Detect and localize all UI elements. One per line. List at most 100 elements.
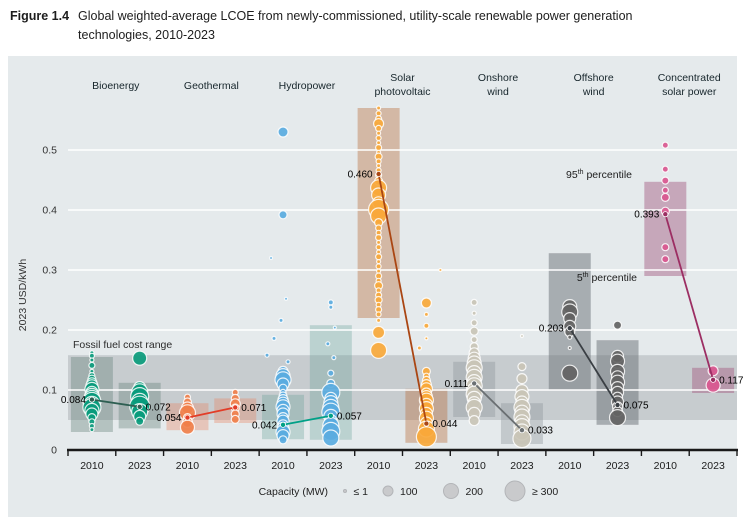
avg-point-onshore-wind-2023 xyxy=(518,427,525,434)
avg-value-onshore-wind-2023: 0.033 xyxy=(528,426,553,437)
tech-label-geothermal: Geothermal xyxy=(184,80,239,92)
legend-bubble-200 xyxy=(443,483,459,499)
avg-line-onshore-wind xyxy=(473,382,523,431)
avg-point-concentrated-solar-power-2023 xyxy=(710,376,717,383)
bubble-solar-photovoltaic-2023 xyxy=(438,267,443,273)
y-tick-label-0.2: 0.2 xyxy=(42,325,57,337)
bubble-hydropower-2010 xyxy=(264,352,270,358)
bubble-concentrated-solar-power-2010 xyxy=(661,243,670,252)
avg-value-offshore-wind-2023: 0.075 xyxy=(624,401,649,412)
x-tick-label-2: 2010 xyxy=(176,460,200,472)
avg-line-bioenergy xyxy=(91,398,140,408)
x-tick-label-6: 2010 xyxy=(367,460,391,472)
bubble-offshore-wind-2010 xyxy=(567,334,573,340)
avg-point-onshore-wind-2010 xyxy=(471,380,478,387)
x-tick-label-3: 2023 xyxy=(224,460,248,472)
tech-label-onshore-wind-line1: Onshore xyxy=(478,72,518,84)
y-tick-label-0: 0 xyxy=(51,445,57,457)
figure-title-line1: Global weighted-average LCOE from newly-… xyxy=(78,9,633,23)
bubble-solar-photovoltaic-2010 xyxy=(375,263,382,270)
figure-title-text: Global weighted-average LCOE from newly-… xyxy=(78,7,632,45)
bubble-onshore-wind-2010 xyxy=(470,298,478,306)
bubble-onshore-wind-2010 xyxy=(469,326,479,336)
bubble-offshore-wind-2010 xyxy=(561,364,579,382)
bubble-group-bioenergy xyxy=(82,350,151,433)
bubble-solar-photovoltaic-2010 xyxy=(375,253,383,261)
avg-value-bioenergy-2023: 0.072 xyxy=(146,402,171,413)
y-tick-label-0.5: 0.5 xyxy=(42,145,57,157)
avg-value-hydropower-2023: 0.057 xyxy=(337,411,362,422)
bubble-solar-photovoltaic-2010 xyxy=(376,105,382,111)
avg-value-hydropower-2010: 0.042 xyxy=(252,420,277,431)
x-tick-label-7: 2023 xyxy=(415,460,439,472)
legend-label-200: 200 xyxy=(466,486,484,498)
x-tick-label-8: 2010 xyxy=(462,460,486,472)
bubble-solar-photovoltaic-2010 xyxy=(375,311,382,318)
bubble-solar-photovoltaic-2010 xyxy=(376,239,382,245)
bubble-solar-photovoltaic-2010 xyxy=(375,134,382,142)
avg-value-concentrated-solar-power-2023: 0.117 xyxy=(719,375,744,386)
bubble-group-offshore-wind xyxy=(561,299,627,427)
avg-value-offshore-wind-2010: 0.203 xyxy=(539,324,564,335)
bubble-solar-photovoltaic-2010 xyxy=(376,317,382,323)
bubble-hydropower-2010 xyxy=(271,335,277,341)
bubble-hydropower-2010 xyxy=(277,126,289,138)
tech-label-solar-photovoltaic-line2: photovoltaic xyxy=(374,86,430,98)
x-tick-label-13: 2023 xyxy=(701,460,725,472)
bubble-group-hydropower xyxy=(264,126,341,447)
avg-line-offshore-wind xyxy=(568,327,619,406)
bubble-hydropower-2010 xyxy=(278,317,284,323)
y-tick-label-0.1: 0.1 xyxy=(42,385,57,397)
bubble-onshore-wind-2010 xyxy=(470,319,478,327)
bubble-concentrated-solar-power-2010 xyxy=(661,176,670,185)
bubble-hydropower-2023 xyxy=(322,429,340,447)
avg-point-solar-photovoltaic-2023 xyxy=(423,420,430,427)
bubble-hydropower-2023 xyxy=(331,355,337,361)
legend-label--1: ≤ 1 xyxy=(354,486,369,498)
tech-label-onshore-wind-line2: wind xyxy=(486,86,509,98)
legend-title: Capacity (MW) xyxy=(259,486,328,498)
bubble-onshore-wind-2023 xyxy=(517,362,527,372)
tech-label-solar-photovoltaic-line1: Solar xyxy=(390,72,415,84)
avg-value-geothermal-2010: 0.054 xyxy=(156,413,181,424)
bubble-hydropower-2023 xyxy=(325,341,331,347)
bubble-hydropower-2023 xyxy=(332,325,337,330)
bubble-hydropower-2010 xyxy=(283,296,289,301)
bubble-solar-photovoltaic-2010 xyxy=(376,259,382,265)
avg-point-offshore-wind-2023 xyxy=(614,401,621,408)
bubble-solar-photovoltaic-2010 xyxy=(375,234,383,242)
bubble-solar-photovoltaic-2010 xyxy=(375,124,383,132)
avg-line-solar-photovoltaic xyxy=(377,173,428,424)
y-tick-label-0.3: 0.3 xyxy=(42,265,57,277)
bubble-bioenergy-2010 xyxy=(89,427,95,433)
legend-bubble--300 xyxy=(504,480,526,502)
avg-line-geothermal xyxy=(187,406,236,419)
figure-title: Figure 1.4 Global weighted-average LCOE … xyxy=(10,7,730,45)
bubble-solar-photovoltaic-2023 xyxy=(424,336,429,341)
avg-value-onshore-wind-2010: 0.111 xyxy=(445,379,469,390)
tech-label-concentrated-solar-power-line2: solar power xyxy=(662,86,717,98)
bubble-solar-photovoltaic-2023 xyxy=(423,322,430,329)
avg-value-bioenergy-2010: 0.084 xyxy=(61,395,86,406)
bubble-hydropower-2023 xyxy=(327,369,335,377)
bubble-solar-photovoltaic-2023 xyxy=(420,297,432,309)
x-tick-label-12: 2010 xyxy=(654,460,678,472)
bubble-concentrated-solar-power-2010 xyxy=(661,186,669,194)
legend-bubble--1 xyxy=(343,489,347,493)
x-tick-label-4: 2010 xyxy=(271,460,295,472)
bubble-offshore-wind-2023 xyxy=(608,409,627,427)
bubble-solar-photovoltaic-2010 xyxy=(370,341,388,359)
bubble-offshore-wind-2010 xyxy=(567,345,572,351)
bubble-bioenergy-2023 xyxy=(135,416,145,426)
bubble-onshore-wind-2010 xyxy=(470,336,478,344)
figure-title-line2: technologies, 2010-2023 xyxy=(78,27,215,42)
bubble-solar-photovoltaic-2010 xyxy=(375,110,382,117)
avg-point-offshore-wind-2010 xyxy=(566,325,573,332)
avg-value-geothermal-2023: 0.071 xyxy=(241,403,266,414)
tech-label-concentrated-solar-power-line1: Concentrated xyxy=(658,72,721,84)
bubble-solar-photovoltaic-2010 xyxy=(376,130,382,136)
bubble-concentrated-solar-power-2010 xyxy=(661,165,669,173)
x-tick-label-9: 2023 xyxy=(510,460,534,472)
x-tick-label-5: 2023 xyxy=(319,460,343,472)
